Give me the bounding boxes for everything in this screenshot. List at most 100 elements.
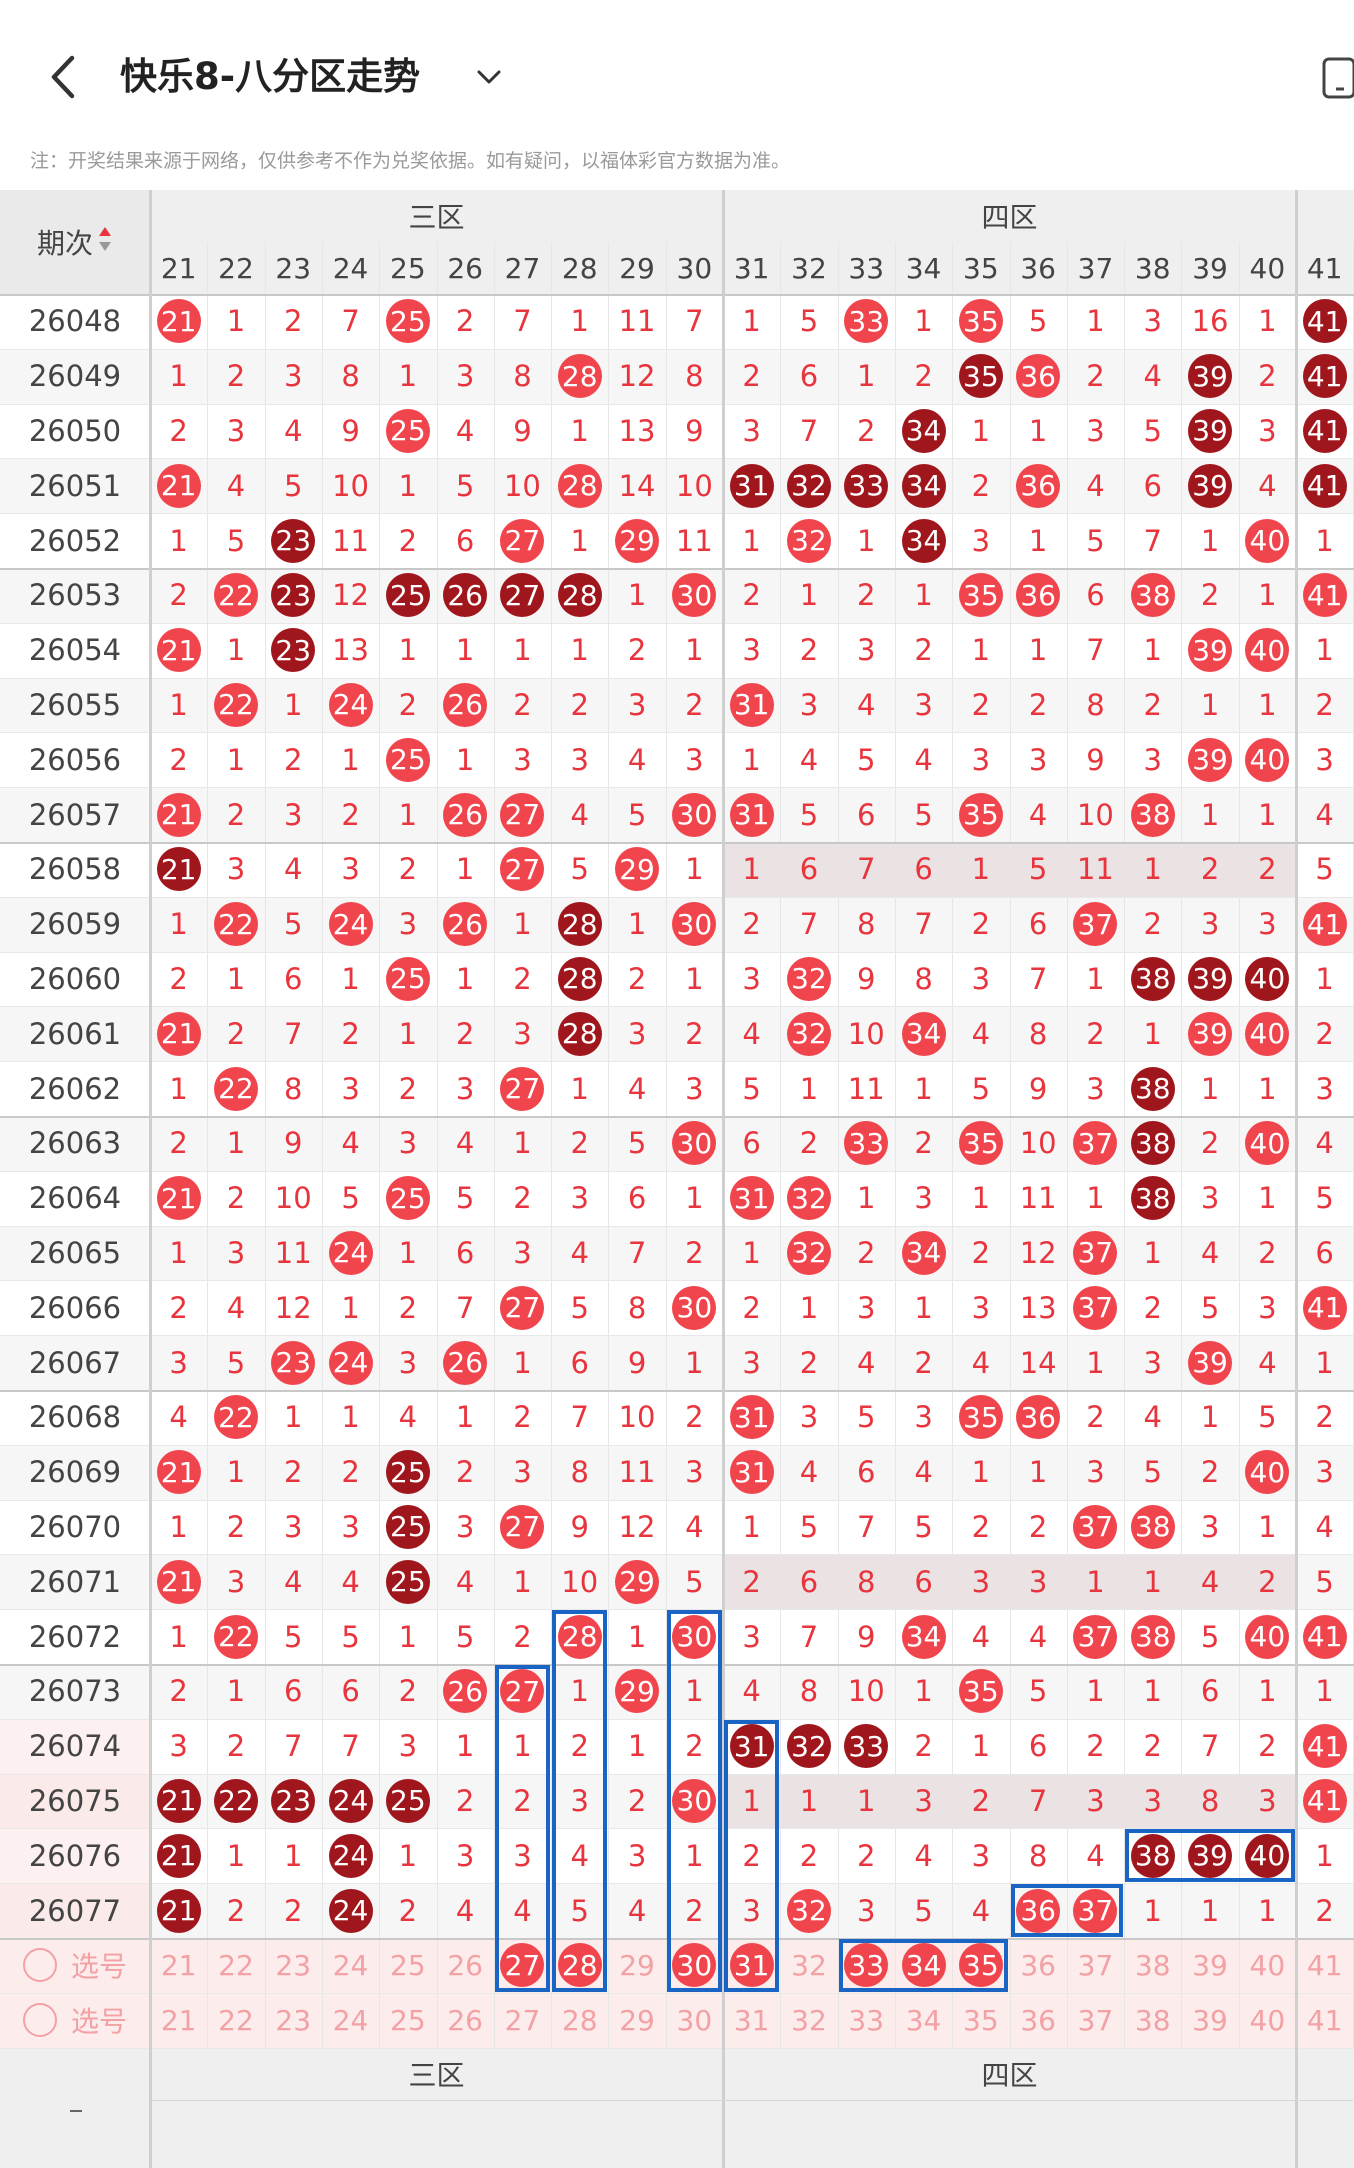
pick-number[interactable]: 32	[791, 1948, 827, 1982]
pick-cell[interactable]: 24	[322, 1993, 379, 2048]
pick-cell[interactable]: 21	[150, 1993, 207, 2048]
picked-ball[interactable]: 30	[672, 1943, 717, 1988]
pick-cell[interactable]: 25	[379, 1993, 436, 2048]
pick-number[interactable]: 27	[504, 2003, 541, 2037]
pick-number[interactable]: 26	[447, 1948, 483, 1982]
pick-cell[interactable]: 41	[1296, 1938, 1353, 1993]
pick-cell[interactable]: 27	[494, 1993, 551, 2048]
miss-count: 10	[1076, 797, 1114, 832]
picked-ball[interactable]: 34	[901, 1943, 946, 1988]
pick-cell[interactable]: 23	[265, 1938, 322, 1993]
pick-number[interactable]: 39	[1192, 2003, 1228, 2037]
pick-number[interactable]: 21	[160, 2003, 197, 2037]
pick-cell[interactable]: 39	[1181, 1938, 1238, 1993]
pick-number[interactable]: 38	[1134, 1948, 1171, 1982]
picked-ball[interactable]: 31	[729, 1943, 774, 1988]
picked-ball[interactable]: 27	[500, 1943, 545, 1988]
pick-cell[interactable]: 36	[1010, 1938, 1067, 1993]
pick-cell[interactable]: 28	[551, 1993, 608, 2048]
pick-cell[interactable]: 30	[666, 1938, 723, 1993]
pick-cell[interactable]: 37	[1067, 1993, 1124, 2048]
pick-cell[interactable]: 31	[723, 1938, 780, 1993]
pick-number[interactable]: 29	[619, 2003, 655, 2037]
pick-cell[interactable]: 22	[207, 1993, 264, 2048]
table-cell: 5	[265, 458, 322, 513]
pick-row-selector[interactable]: 选号	[0, 1938, 150, 1993]
sort-icon[interactable]	[97, 224, 113, 261]
page-title[interactable]: 快乐8-八分区走势	[120, 55, 421, 98]
pick-number[interactable]: 33	[848, 2003, 885, 2037]
period-header[interactable]: 期次	[0, 190, 150, 294]
pick-number[interactable]: 22	[218, 1948, 254, 1982]
miss-count: 2	[1086, 1729, 1105, 1764]
pick-cell[interactable]: 40	[1239, 1938, 1296, 1993]
pick-cell[interactable]: 22	[207, 1938, 264, 1993]
pick-number[interactable]: 40	[1249, 1948, 1286, 1982]
radio-circle-icon[interactable]	[22, 1948, 57, 1983]
pick-number[interactable]: 25	[390, 2003, 426, 2037]
pick-cell[interactable]: 33	[838, 1938, 895, 1993]
pick-cell[interactable]: 41	[1296, 1993, 1353, 2048]
picked-ball[interactable]: 33	[844, 1943, 889, 1988]
pick-number[interactable]: 36	[1020, 1948, 1056, 1982]
pick-cell[interactable]: 39	[1181, 1993, 1238, 2048]
pick-cell[interactable]: 31	[723, 1993, 780, 2048]
pick-number[interactable]: 36	[1020, 2003, 1056, 2037]
pick-number[interactable]: 40	[1249, 2003, 1286, 2037]
table-cell: 2	[150, 568, 207, 623]
pick-cell[interactable]: 32	[780, 1938, 837, 1993]
pick-number[interactable]: 32	[791, 2003, 827, 2037]
pick-cell[interactable]: 34	[895, 1993, 952, 2048]
chevron-down-icon[interactable]	[474, 62, 504, 92]
pick-number[interactable]: 34	[905, 2003, 942, 2037]
pick-cell[interactable]: 37	[1067, 1938, 1124, 1993]
pick-cell[interactable]: 25	[379, 1938, 436, 1993]
radio-circle-icon[interactable]	[22, 2003, 57, 2038]
pick-cell[interactable]: 30	[666, 1993, 723, 2048]
pick-cell[interactable]: 28	[551, 1938, 608, 1993]
pick-number[interactable]: 23	[275, 2003, 312, 2037]
pick-cell[interactable]: 21	[150, 1938, 207, 1993]
pick-cell[interactable]: 40	[1239, 1993, 1296, 2048]
pick-cell[interactable]: 35	[952, 1938, 1009, 1993]
pick-number[interactable]: 37	[1077, 1948, 1114, 1982]
pick-number[interactable]: 30	[676, 2003, 713, 2037]
pick-number[interactable]: 39	[1192, 1948, 1228, 1982]
pick-cell[interactable]: 29	[608, 1938, 665, 1993]
pick-cell[interactable]: 29	[608, 1993, 665, 2048]
pick-number[interactable]: 41	[1306, 2003, 1343, 2037]
pick-cell[interactable]: 27	[494, 1938, 551, 1993]
pick-number[interactable]: 28	[561, 2003, 598, 2037]
picked-ball[interactable]: 28	[557, 1943, 602, 1988]
pick-number[interactable]: 24	[332, 1948, 369, 1982]
device-icon[interactable]	[1320, 55, 1354, 101]
pick-number[interactable]: 37	[1077, 2003, 1114, 2037]
grid-line	[551, 242, 553, 2048]
pick-cell[interactable]: 23	[265, 1993, 322, 2048]
pick-row-selector[interactable]: 选号	[0, 1993, 150, 2048]
pick-cell[interactable]: 26	[437, 1993, 494, 2048]
pick-number[interactable]: 24	[332, 2003, 369, 2037]
pick-number[interactable]: 35	[963, 2003, 999, 2037]
pick-cell[interactable]: 38	[1124, 1993, 1181, 2048]
pick-number[interactable]: 22	[218, 2003, 254, 2037]
back-arrow-icon[interactable]	[44, 52, 84, 102]
pick-number[interactable]: 29	[619, 1948, 655, 1982]
pick-number[interactable]: 41	[1306, 1948, 1343, 1982]
pick-cell[interactable]: 33	[838, 1993, 895, 2048]
pick-cell[interactable]: 32	[780, 1993, 837, 2048]
pick-cell[interactable]: 35	[952, 1993, 1009, 2048]
pick-number[interactable]: 23	[275, 1948, 312, 1982]
table-cell: 1	[437, 1390, 494, 1445]
pick-cell[interactable]: 34	[895, 1938, 952, 1993]
pick-number[interactable]: 38	[1134, 2003, 1171, 2037]
pick-cell[interactable]: 26	[437, 1938, 494, 1993]
pick-number[interactable]: 31	[733, 2003, 770, 2037]
pick-number[interactable]: 26	[447, 2003, 483, 2037]
pick-number[interactable]: 25	[390, 1948, 426, 1982]
pick-cell[interactable]: 24	[322, 1938, 379, 1993]
pick-cell[interactable]: 38	[1124, 1938, 1181, 1993]
pick-number[interactable]: 21	[160, 1948, 197, 1982]
picked-ball[interactable]: 35	[958, 1943, 1003, 1988]
pick-cell[interactable]: 36	[1010, 1993, 1067, 2048]
